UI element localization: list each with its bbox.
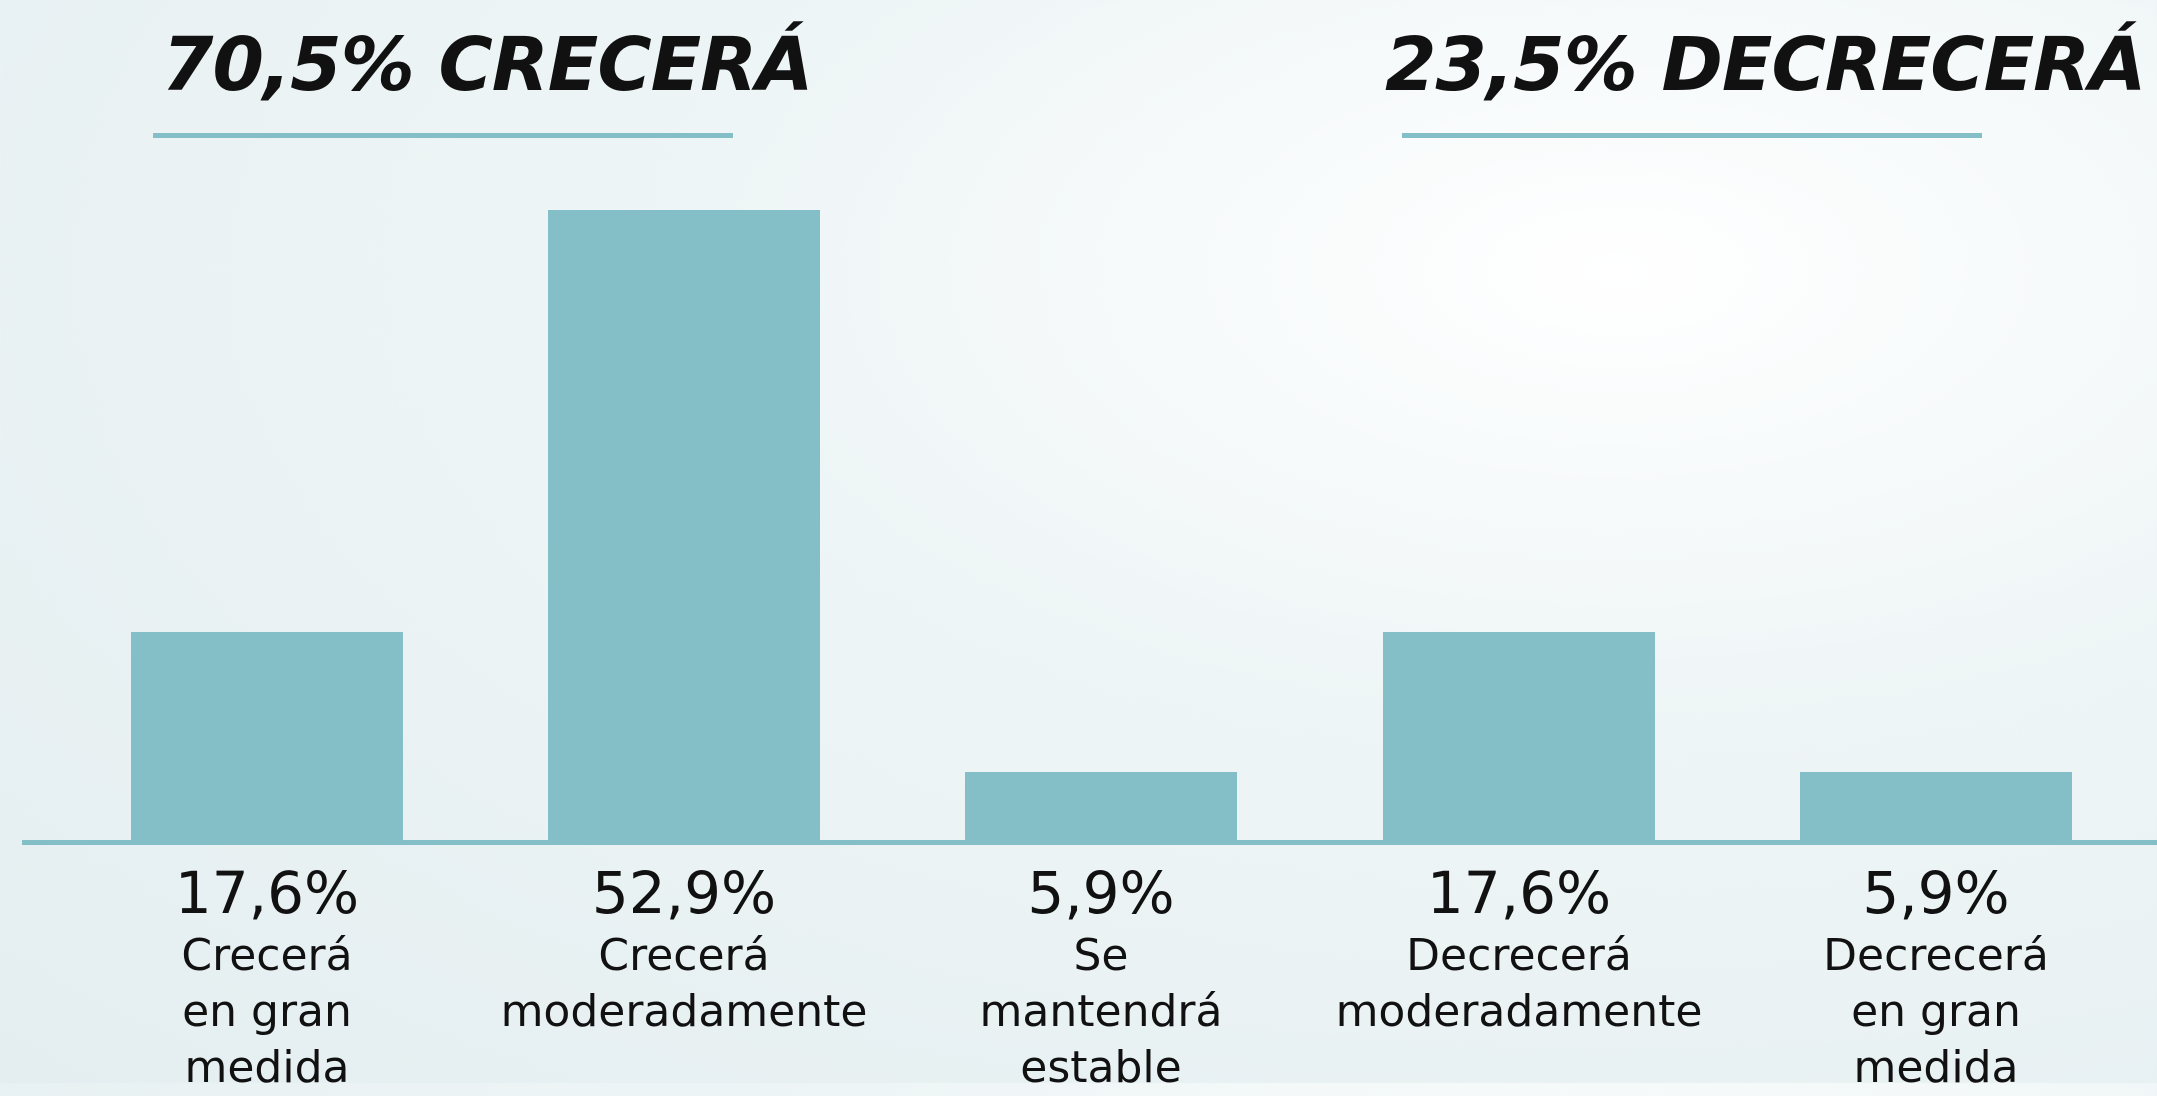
value-label: 5,9% xyxy=(1862,859,2010,927)
category-label: Se mantendrá estable xyxy=(979,930,1223,1093)
category-label: Decrecerá moderadamente xyxy=(1335,930,1703,1037)
value-label: 52,9% xyxy=(591,859,777,927)
value-label: 17,6% xyxy=(174,859,360,927)
title-underline xyxy=(1402,133,1982,138)
category-label: Crecerá moderadamente xyxy=(500,930,868,1037)
bar xyxy=(131,631,403,842)
group-title: 70,5% CRECERÁ xyxy=(162,22,813,108)
bar xyxy=(548,210,820,842)
group-title: 23,5% DECRECERÁ xyxy=(1385,22,2146,108)
category-label: Decrecerá en gran medida xyxy=(1823,930,2049,1093)
baseline xyxy=(22,840,2157,845)
value-label: 5,9% xyxy=(1027,859,1175,927)
bar xyxy=(1800,771,2072,842)
value-label: 17,6% xyxy=(1426,859,1612,927)
category-label: Crecerá en gran medida xyxy=(181,930,353,1093)
bar xyxy=(1383,631,1655,842)
bar xyxy=(965,771,1237,842)
title-underline xyxy=(153,133,733,138)
